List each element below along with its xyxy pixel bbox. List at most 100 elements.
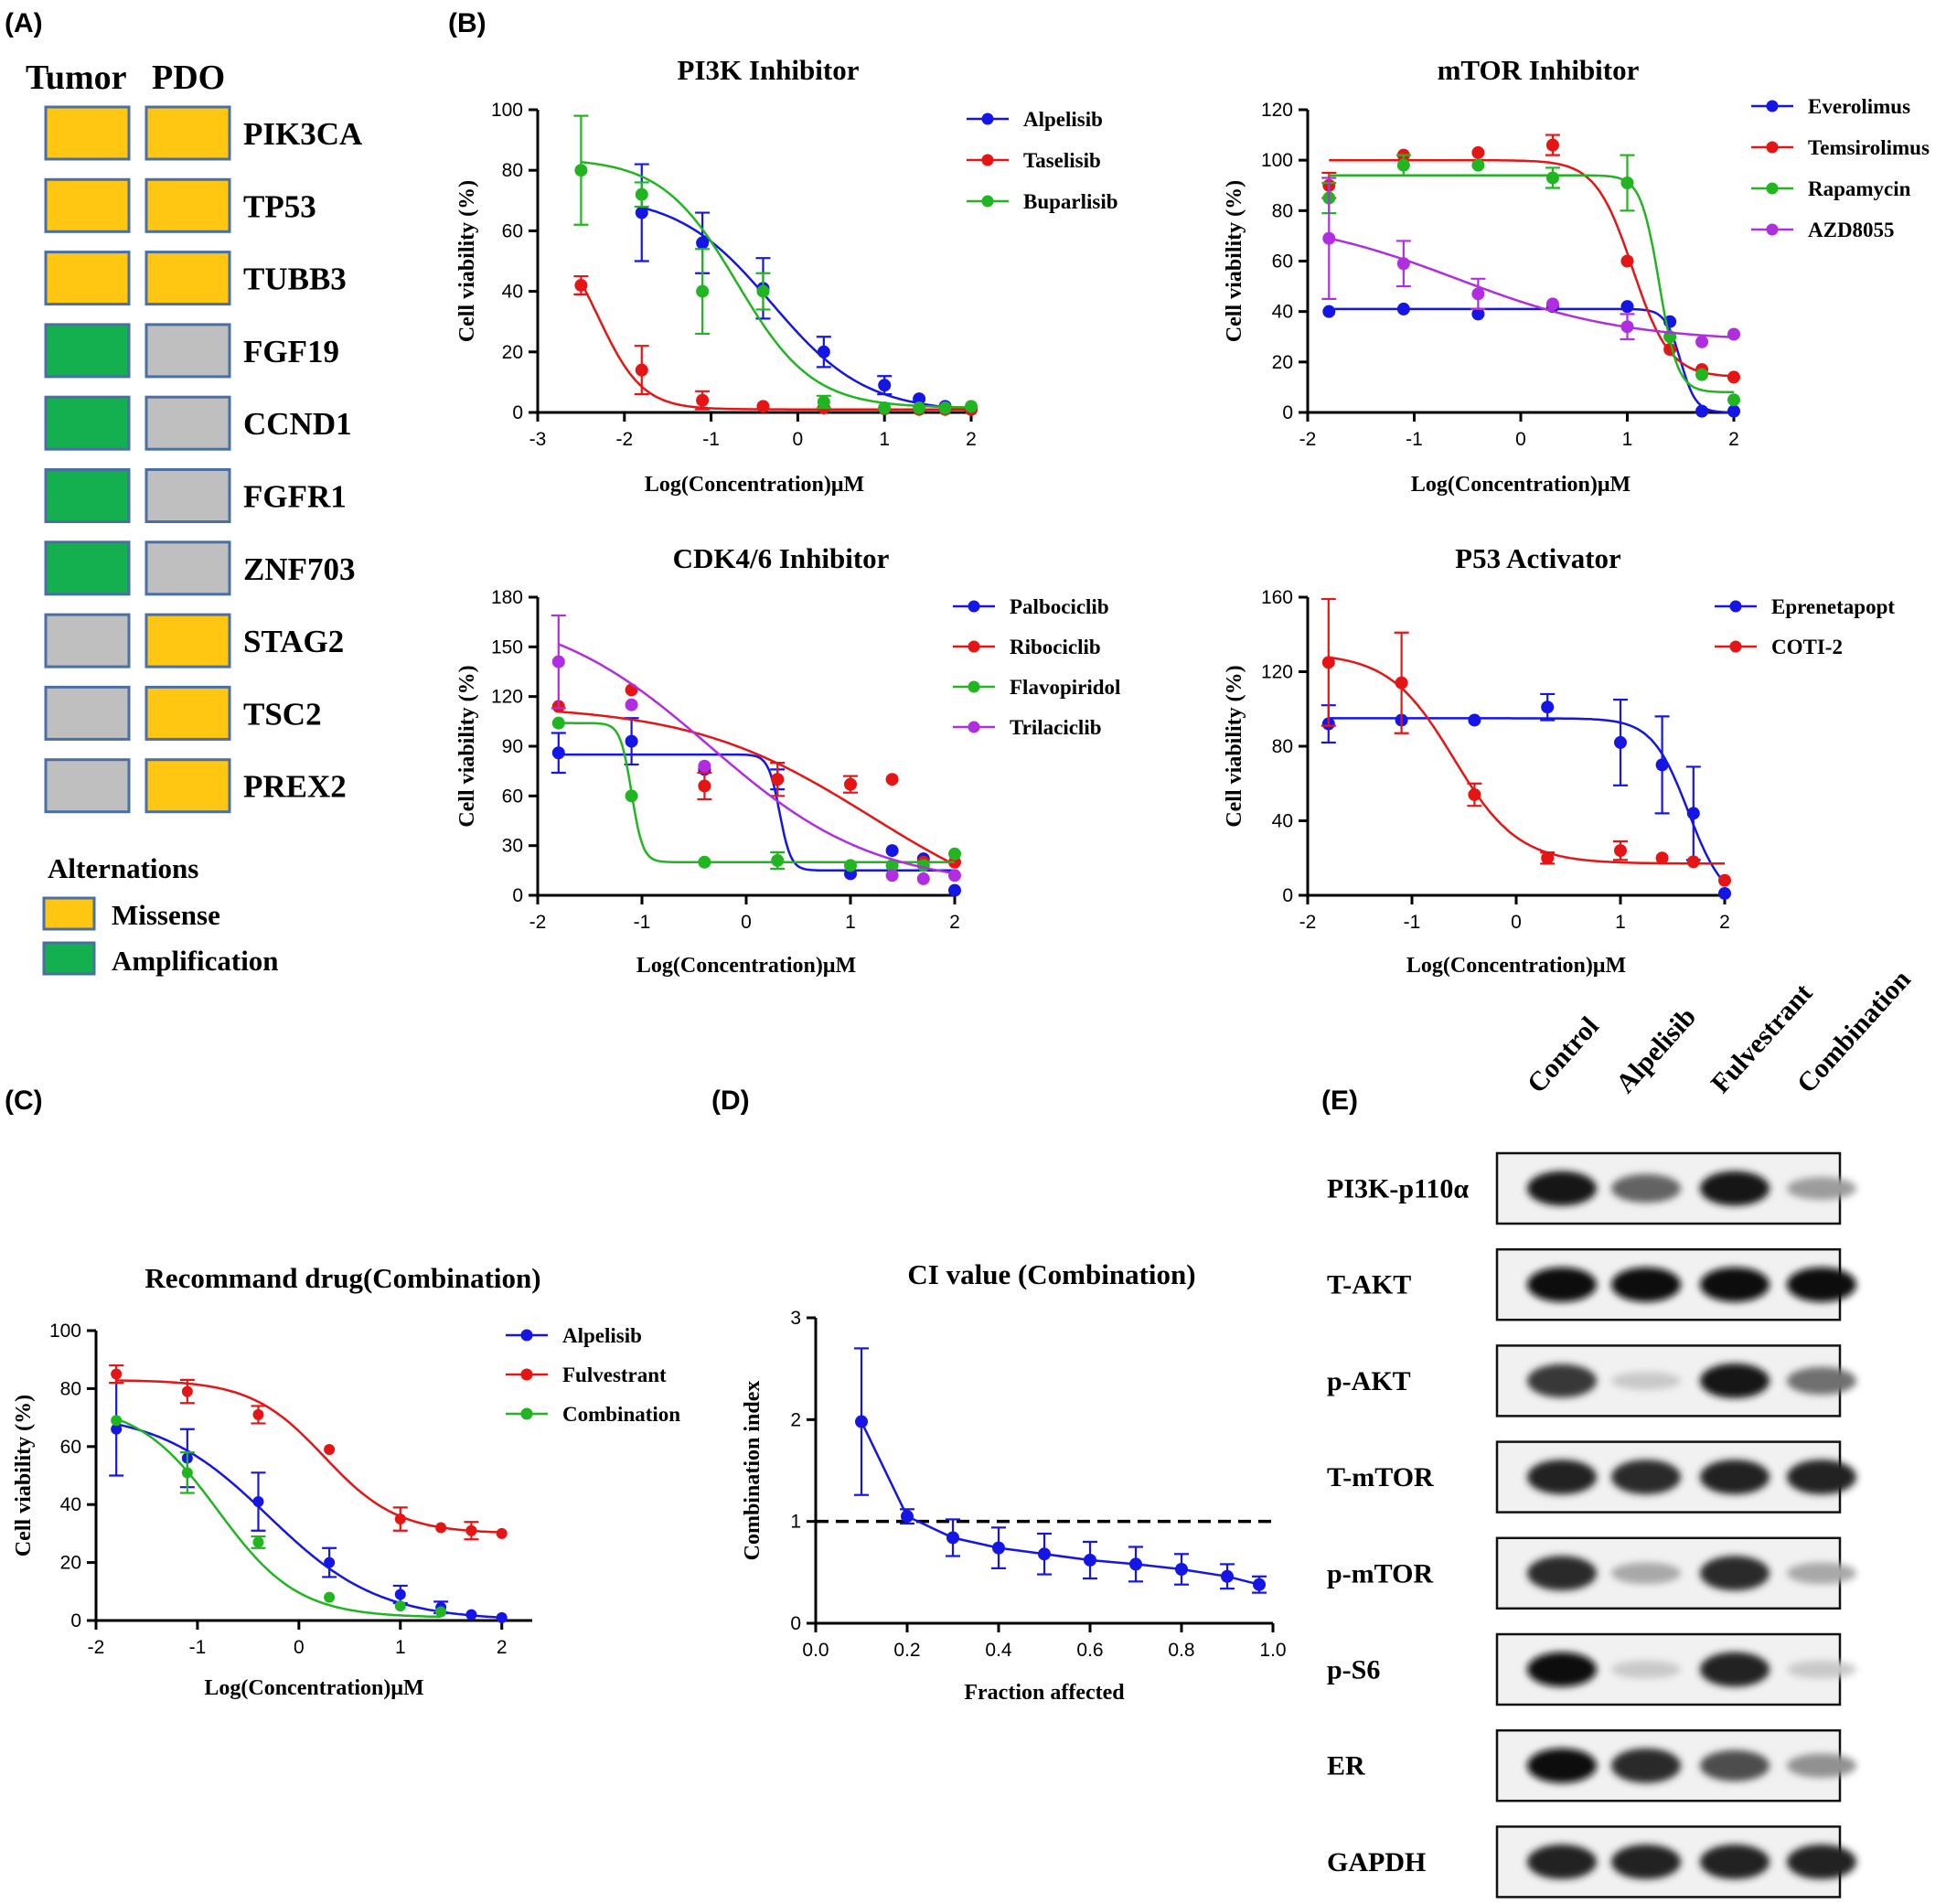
gene-label-tubb3: TUBB3 [243,262,347,297]
header-pdo: PDO [152,59,225,97]
y-tick-label: 0 [512,402,523,423]
legend-item-alpelisib: Alpelisib [506,1324,642,1347]
data-point [878,401,892,415]
y-tick-label: 90 [502,736,523,757]
data-point [1253,1578,1266,1591]
series-palbociclib [551,717,961,897]
series-curve [558,710,956,866]
data-point [878,379,892,392]
cell-pdo-stag2 [144,613,231,669]
legend-marker [1766,141,1779,154]
data-point [965,400,978,413]
panel-label-e: (E) [1321,1086,1358,1116]
legend-label: Ribociclib [1010,636,1101,658]
panel-label-a: (A) [5,8,43,38]
y-tick-label: 100 [49,1321,81,1342]
x-axis-label: Log(Concentration)μM [645,473,864,497]
data-point [844,859,857,872]
data-point [916,872,930,885]
data-point [1727,327,1740,341]
lane-label-alpelisib: Alpelisib [1610,1001,1702,1098]
y-axis-label: Cell viability (%) [12,1395,36,1556]
data-point [625,734,638,748]
legend-item-eprenetapopt: Eprenetapopt [1715,595,1895,618]
data-point [1686,855,1700,869]
protein-label: PI3K-p110α [1327,1174,1469,1204]
data-point [574,278,588,292]
blot-band [1527,1556,1597,1591]
y-tick-label: 30 [502,836,523,857]
data-point [111,1368,123,1380]
y-tick-label: 40 [60,1494,81,1515]
legend-label: Combination [562,1403,680,1426]
data-point [913,401,926,415]
legend-item-ribociclib: Ribociclib [953,636,1101,658]
x-tick-label: -2 [88,1637,105,1658]
y-tick-label: 3 [790,1308,801,1329]
legend-marker [968,680,980,693]
data-point [625,698,638,711]
y-axis-label: Cell viability (%) [1223,665,1246,827]
y-tick-label: 0 [1282,402,1293,423]
data-point [885,773,899,786]
data-point [625,789,638,803]
protein-label: p-AKT [1327,1366,1411,1396]
blot-band [1527,1171,1597,1206]
data-point [465,1524,477,1536]
x-tick-label: 2 [497,1637,508,1658]
data-point [1471,287,1485,301]
legend-marker [520,1368,533,1381]
x-axis-label: Log(Concentration)μM [636,954,856,978]
data-point [817,345,830,358]
series-rapamycin [1321,154,1740,407]
legend-marker [968,721,980,733]
legend-label: Fulvestrant [562,1364,667,1386]
series-curve [115,1417,442,1619]
data-point [901,1510,914,1524]
data-point [496,1527,508,1539]
legend-label: Flavopiridol [1010,676,1120,699]
data-point [1471,145,1485,159]
data-point [252,1496,264,1508]
x-tick-label: 0 [741,912,752,933]
data-point [551,746,565,760]
data-point [1322,231,1336,245]
series-curve [860,1421,1260,1586]
data-point [1620,176,1634,189]
blot-band [1787,1844,1856,1879]
panel-label-d: (D) [711,1086,750,1116]
x-tick-label: 0.0 [802,1640,829,1661]
data-point [1395,676,1408,690]
legend-item-taselisib: Taselisib [967,149,1101,172]
cell-tumor-tp53 [44,177,131,233]
x-tick-label: 1 [395,1637,406,1658]
y-axis-label: Combination index [741,1381,764,1561]
x-tick-label: -2 [615,429,633,450]
data-point [1396,257,1410,271]
x-tick-label: 2 [966,429,977,450]
cell-tumor-ccnd1 [44,395,131,451]
gene-label-stag2: STAG2 [243,624,344,659]
blot-band [1527,1844,1597,1879]
blot-band [1527,1460,1597,1495]
data-point [1614,844,1627,858]
chart-recommand-drug-combination: Recommand drug(Combination) Log(Concentra… [12,1262,680,1700]
y-tick-label: 40 [1272,811,1293,832]
legend-item-coti-2: COTI-2 [1715,636,1843,658]
blot-band [1527,1267,1597,1302]
y-tick-label: 60 [502,786,523,807]
legend-label: AZD8055 [1808,219,1895,241]
data-point [698,855,711,869]
cell-pdo-prex2 [144,758,231,814]
legend-marker [968,640,980,653]
blot-row-gapdh: GAPDH [1327,1825,1856,1899]
series-ribociclib [551,683,961,869]
data-point [496,1611,508,1623]
x-tick-label: 1 [1622,429,1633,450]
x-tick-label: 0 [294,1637,305,1658]
gene-label-pik3ca: PIK3CA [243,116,363,152]
x-tick-label: 2 [949,912,960,933]
y-tick-label: 180 [491,587,523,608]
y-tick-label: 100 [491,100,523,121]
x-tick-label: 0.2 [893,1640,920,1661]
